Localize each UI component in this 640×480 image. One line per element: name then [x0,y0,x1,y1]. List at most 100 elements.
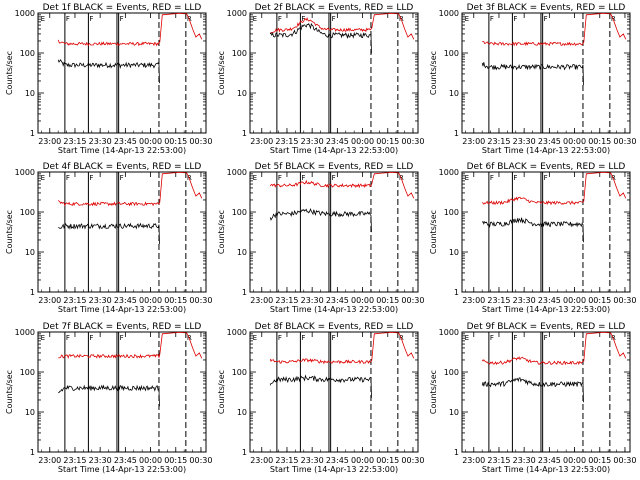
panel-title: Det 1f BLACK = Events, RED = LLD [43,3,202,13]
event-marker-label: F [544,174,548,182]
series-black-events [269,374,372,398]
y-tick-label: 1 [242,129,247,138]
plot-frame [37,331,207,453]
event-marker-label: F [66,334,70,342]
x-tick-label: 23:00 [250,296,273,305]
plot-frame [249,171,419,293]
event-marker-label: E [253,15,257,23]
series-red-lld [269,331,415,365]
y-axis-label: Counts/sec [429,51,438,95]
event-marker-label: F [301,174,305,182]
x-tick-label: 00:15 [164,137,187,146]
y-axis-label: Counts/sec [217,210,226,254]
series-black-events [58,222,160,245]
event-marker-label: F [513,15,517,23]
x-tick-label: 00:15 [588,296,611,305]
x-tick-label: 23:30 [89,137,112,146]
x-tick-label: 00:00 [139,296,162,305]
x-tick-label: 23:45 [114,296,137,305]
x-tick-label: 23:45 [114,456,137,465]
x-tick-label: 23:30 [513,296,536,305]
y-tick-label: 1000 [439,328,459,337]
event-marker-label: F [120,174,124,182]
panel-6: Det 6f BLACK = Events, RED = LLD 1 10 100 10… [429,162,636,314]
y-tick-label: 1 [242,288,247,297]
event-marker-label: F [332,174,336,182]
y-tick-label: 100 [20,49,35,58]
event-marker-label: F [301,15,305,23]
event-marker-label: F [301,334,305,342]
y-tick-label: 1 [30,288,35,297]
panel-title: Det 5f BLACK = Events, RED = LLD [255,162,414,172]
series-black-events [269,207,372,233]
x-axis-label: Start Time (14-Apr-13 22:53:00) [270,305,398,314]
x-tick-label: 23:30 [89,456,112,465]
y-tick-label: 100 [444,208,459,217]
plot-frame [249,12,419,134]
series-black-events [58,384,160,407]
event-marker-label: E [41,334,45,342]
y-tick-label: 100 [20,368,35,377]
x-tick-label: 23:45 [538,137,561,146]
x-tick-label: 00:00 [139,456,162,465]
x-tick-label: 23:15 [487,296,510,305]
series-black-events [481,377,584,403]
y-tick-label: 100 [232,208,247,217]
y-tick-label: 100 [232,49,247,58]
x-tick-label: 00:30 [613,456,636,465]
panel-3: Det 3f BLACK = Events, RED = LLD 1 10 100 10… [429,3,636,155]
event-marker-label: F [513,334,517,342]
x-tick-label: 23:45 [538,456,561,465]
x-tick-label: 23:15 [63,137,86,146]
panel-title: Det 2f BLACK = Events, RED = LLD [255,3,414,13]
plot-frame [461,331,631,453]
series-black-events [269,22,372,54]
y-tick-label: 1 [454,129,459,138]
event-marker-label: F [278,15,282,23]
series-red-lld [58,331,203,359]
y-tick-label: 100 [444,368,459,377]
x-tick-label: 23:15 [487,137,510,146]
x-tick-label: 23:30 [301,137,324,146]
series-red-lld [481,171,627,206]
x-tick-label: 23:15 [275,296,298,305]
y-tick-label: 1 [454,448,459,457]
x-tick-label: 23:30 [513,456,536,465]
x-tick-label: 23:00 [38,296,61,305]
plot-frame [461,12,631,134]
event-marker-label: F [513,174,517,182]
event-marker-label: F [120,334,124,342]
series-red-lld [481,331,627,366]
x-tick-label: 00:30 [189,456,212,465]
plot-frame [37,12,207,134]
y-tick-label: 100 [232,368,247,377]
panel-8: Det 8f BLACK = Events, RED = LLD 1 10 100 10… [217,322,424,474]
y-tick-label: 1000 [15,9,35,18]
panel-5: Det 5f BLACK = Events, RED = LLD 1 10 100 10… [217,162,424,314]
series-red-lld [482,12,627,47]
y-axis-label: Counts/sec [429,370,438,414]
y-tick-label: 10 [449,248,459,257]
panel-4: Det 4f BLACK = Events, RED = LLD 1 10 100 10… [5,162,212,314]
x-axis-label: Start Time (14-Apr-13 22:53:00) [58,146,186,155]
plot-frame [249,331,419,453]
x-tick-label: 00:30 [401,296,424,305]
x-tick-label: 23:30 [301,296,324,305]
y-tick-label: 1000 [15,328,35,337]
y-tick-label: 1000 [227,168,247,177]
x-tick-label: 00:15 [164,456,187,465]
y-axis-label: Counts/sec [5,370,14,414]
x-tick-label: 23:45 [326,456,349,465]
x-tick-label: 00:15 [588,456,611,465]
event-marker-label: E [41,15,45,23]
x-axis-label: Start Time (14-Apr-13 22:53:00) [482,146,610,155]
x-tick-label: 23:15 [275,456,298,465]
event-marker-label: F [66,15,70,23]
event-marker-label: F [120,15,124,23]
x-tick-label: 00:00 [139,137,162,146]
panel-9: Det 9f BLACK = Events, RED = LLD 1 10 100 10… [429,322,636,474]
x-axis-label: Start Time (14-Apr-13 22:53:00) [482,465,610,474]
x-tick-label: 00:30 [613,296,636,305]
y-tick-label: 1 [30,129,35,138]
y-tick-label: 100 [20,208,35,217]
